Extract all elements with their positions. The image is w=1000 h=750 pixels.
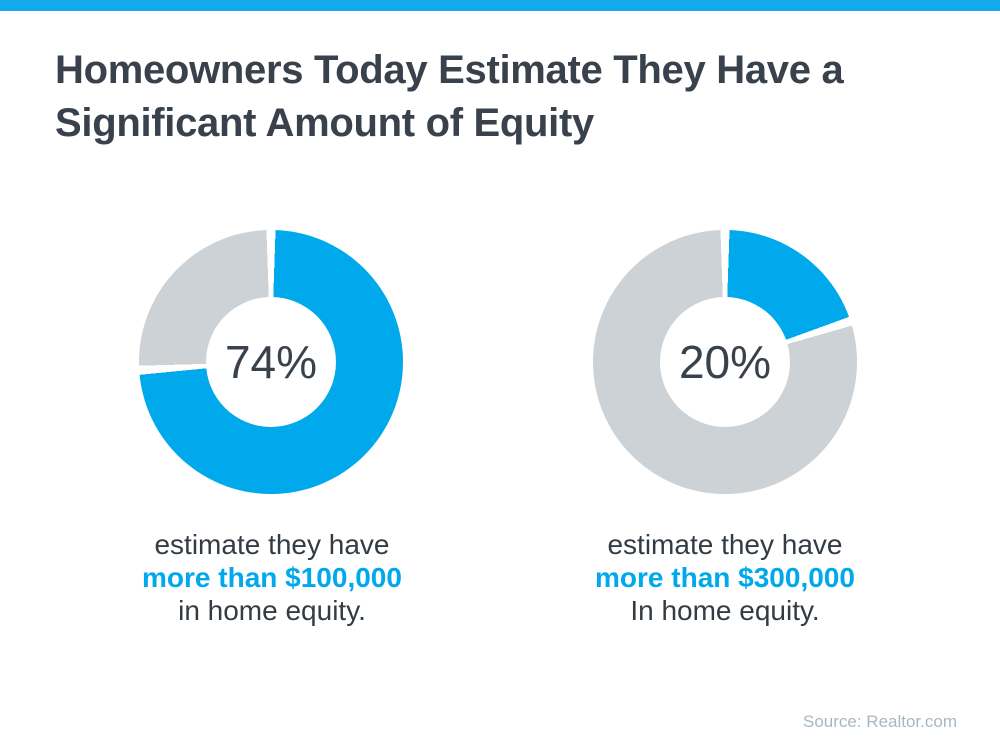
donut-chart-300k: 20% xyxy=(593,230,857,494)
source-attribution: Source: Realtor.com xyxy=(802,712,957,731)
donut-percent-label-100k: 74% xyxy=(224,336,318,388)
donut-chart-100k: 74% xyxy=(139,230,403,494)
page-title: Homeowners Today Estimate They Have a Si… xyxy=(55,44,844,150)
caption-300k-amount: more than $300,000 xyxy=(595,562,855,593)
page-title-line-2: Significant Amount of Equity xyxy=(55,101,594,145)
caption-100k-amount: more than $100,000 xyxy=(142,562,402,593)
top-accent-bar xyxy=(0,0,1000,11)
donut-hole-300k: 20% xyxy=(660,297,790,427)
page-title-line-1: Homeowners Today Estimate They Have a xyxy=(55,48,844,92)
caption-100k-line-1: estimate they have xyxy=(154,529,390,560)
caption-300k: estimate they have more than $300,000 In… xyxy=(560,528,890,627)
donut-percent-label-300k: 20% xyxy=(678,336,772,388)
caption-300k-line-1: estimate they have xyxy=(607,529,843,560)
caption-100k-line-3: in home equity. xyxy=(178,595,366,626)
donut-hole-100k: 74% xyxy=(206,297,336,427)
caption-300k-line-3: In home equity. xyxy=(630,595,820,626)
caption-100k: estimate they have more than $100,000 in… xyxy=(107,528,437,627)
